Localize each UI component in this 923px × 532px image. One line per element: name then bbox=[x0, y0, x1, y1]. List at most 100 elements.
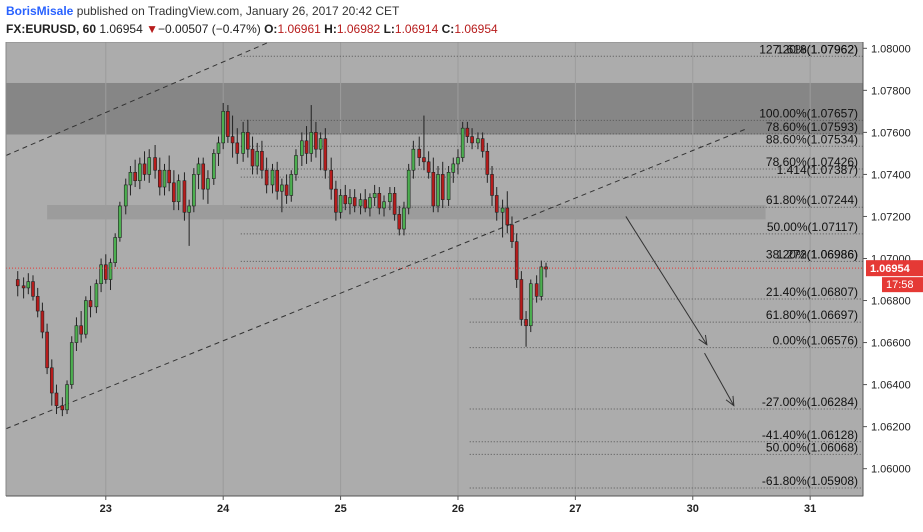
candle-down[interactable] bbox=[172, 170, 176, 211]
candle-up[interactable] bbox=[26, 273, 31, 295]
candle-down[interactable] bbox=[519, 271, 524, 326]
candle-up[interactable] bbox=[528, 279, 533, 333]
candle-up[interactable] bbox=[500, 199, 505, 238]
candle-up[interactable] bbox=[94, 279, 99, 314]
candle-down[interactable] bbox=[510, 216, 514, 248]
candle-up[interactable] bbox=[388, 187, 392, 211]
candle-down[interactable] bbox=[284, 174, 289, 204]
candle-down[interactable] bbox=[40, 302, 45, 339]
candle-up[interactable] bbox=[368, 193, 372, 217]
candle-down[interactable] bbox=[352, 189, 357, 213]
candle-up[interactable] bbox=[436, 166, 440, 213]
candle-down[interactable] bbox=[54, 384, 59, 415]
resistance-zone[interactable] bbox=[6, 82, 863, 135]
candle-up[interactable] bbox=[69, 336, 74, 389]
candle-down[interactable] bbox=[60, 397, 65, 417]
candle-up[interactable] bbox=[372, 184, 377, 206]
candle-down[interactable] bbox=[334, 180, 338, 221]
candle-up[interactable] bbox=[411, 140, 416, 179]
candle-up[interactable] bbox=[221, 102, 225, 150]
candle-down[interactable] bbox=[426, 151, 431, 179]
candle-down[interactable] bbox=[422, 115, 426, 171]
channel-lower-line[interactable] bbox=[5, 127, 749, 430]
candle-up[interactable] bbox=[476, 132, 480, 150]
candle-up[interactable] bbox=[338, 189, 343, 219]
candle-down[interactable] bbox=[15, 271, 20, 297]
candle-down[interactable] bbox=[534, 275, 539, 303]
candle-down[interactable] bbox=[21, 277, 26, 299]
candle-down[interactable] bbox=[329, 157, 333, 200]
candle-up[interactable] bbox=[187, 199, 191, 246]
candle-down[interactable] bbox=[142, 151, 147, 181]
candle-down[interactable] bbox=[397, 205, 402, 236]
candle-down[interactable] bbox=[480, 132, 485, 158]
candle-down[interactable] bbox=[250, 136, 255, 175]
candle-down[interactable] bbox=[45, 323, 49, 375]
candle-down[interactable] bbox=[431, 157, 436, 213]
candle-down[interactable] bbox=[226, 105, 230, 143]
author-link[interactable]: BorisMisale bbox=[6, 4, 74, 18]
candle-down[interactable] bbox=[490, 166, 494, 206]
price-chart[interactable]: 127.20%(1.07962)1.618(1.07962) 100.00%(1.… bbox=[0, 42, 923, 532]
candle-down[interactable] bbox=[153, 144, 157, 179]
candle-down[interactable] bbox=[417, 136, 422, 167]
candle-down[interactable] bbox=[182, 172, 187, 221]
candle-down[interactable] bbox=[88, 285, 93, 318]
candle-up[interactable] bbox=[294, 149, 298, 181]
candle-up[interactable] bbox=[451, 157, 456, 183]
candle-up[interactable] bbox=[309, 105, 314, 162]
candle-down[interactable] bbox=[377, 187, 382, 215]
candle-up[interactable] bbox=[99, 258, 103, 293]
candle-up[interactable] bbox=[108, 258, 113, 291]
candle-down[interactable] bbox=[235, 128, 240, 164]
candle-down[interactable] bbox=[470, 128, 474, 150]
candle-down[interactable] bbox=[157, 157, 162, 196]
candle-up[interactable] bbox=[74, 317, 79, 351]
candle-down[interactable] bbox=[230, 115, 235, 158]
candle-up[interactable] bbox=[270, 163, 275, 194]
candle-down[interactable] bbox=[505, 191, 510, 234]
candle-up[interactable] bbox=[113, 233, 117, 267]
candle-up[interactable] bbox=[402, 201, 406, 236]
candle-up[interactable] bbox=[138, 157, 142, 190]
candle-down[interactable] bbox=[514, 233, 519, 288]
time-scale[interactable]: 23 24 25 26 27 30 31 bbox=[0, 495, 863, 532]
candle-down[interactable] bbox=[314, 121, 318, 158]
candle-down[interactable] bbox=[31, 275, 35, 301]
candle-down[interactable] bbox=[133, 159, 137, 188]
candle-up[interactable] bbox=[192, 168, 196, 213]
candle-up[interactable] bbox=[446, 166, 451, 206]
candle-down[interactable] bbox=[323, 128, 328, 179]
projection-arrow[interactable] bbox=[704, 352, 734, 406]
symbol-label[interactable]: FX:EURUSD, 60 bbox=[6, 22, 97, 36]
candle-down[interactable] bbox=[264, 157, 269, 194]
candle-down[interactable] bbox=[440, 161, 445, 209]
candle-up[interactable] bbox=[358, 193, 363, 215]
candle-up[interactable] bbox=[318, 132, 323, 171]
candle-up[interactable] bbox=[300, 132, 304, 167]
candle-up[interactable] bbox=[147, 149, 152, 183]
candle-down[interactable] bbox=[494, 187, 499, 221]
candle-up[interactable] bbox=[118, 201, 122, 242]
candle-up[interactable] bbox=[206, 170, 210, 204]
candle-up[interactable] bbox=[176, 174, 181, 211]
candle-down[interactable] bbox=[246, 119, 250, 158]
candle-up[interactable] bbox=[460, 121, 465, 162]
candle-up[interactable] bbox=[289, 170, 294, 202]
candle-up[interactable] bbox=[84, 296, 88, 339]
candle-down[interactable] bbox=[35, 287, 40, 318]
candle-up[interactable] bbox=[539, 260, 544, 301]
candle-down[interactable] bbox=[260, 140, 264, 179]
candle-down[interactable] bbox=[485, 142, 490, 183]
candle-up[interactable] bbox=[406, 163, 411, 215]
projection-arrow[interactable] bbox=[625, 216, 707, 344]
price-scale[interactable]: 1.08000 1.07800 1.07600 1.07400 1.07200 1.070… bbox=[862, 42, 923, 496]
candle-down[interactable] bbox=[79, 311, 83, 343]
candle-down[interactable] bbox=[304, 126, 309, 164]
candle-down[interactable] bbox=[363, 189, 368, 213]
candle-up[interactable] bbox=[211, 149, 216, 185]
candle-up[interactable] bbox=[382, 195, 386, 217]
candle-up[interactable] bbox=[280, 178, 284, 213]
candle-up[interactable] bbox=[196, 157, 201, 190]
candle-up[interactable] bbox=[241, 121, 245, 162]
